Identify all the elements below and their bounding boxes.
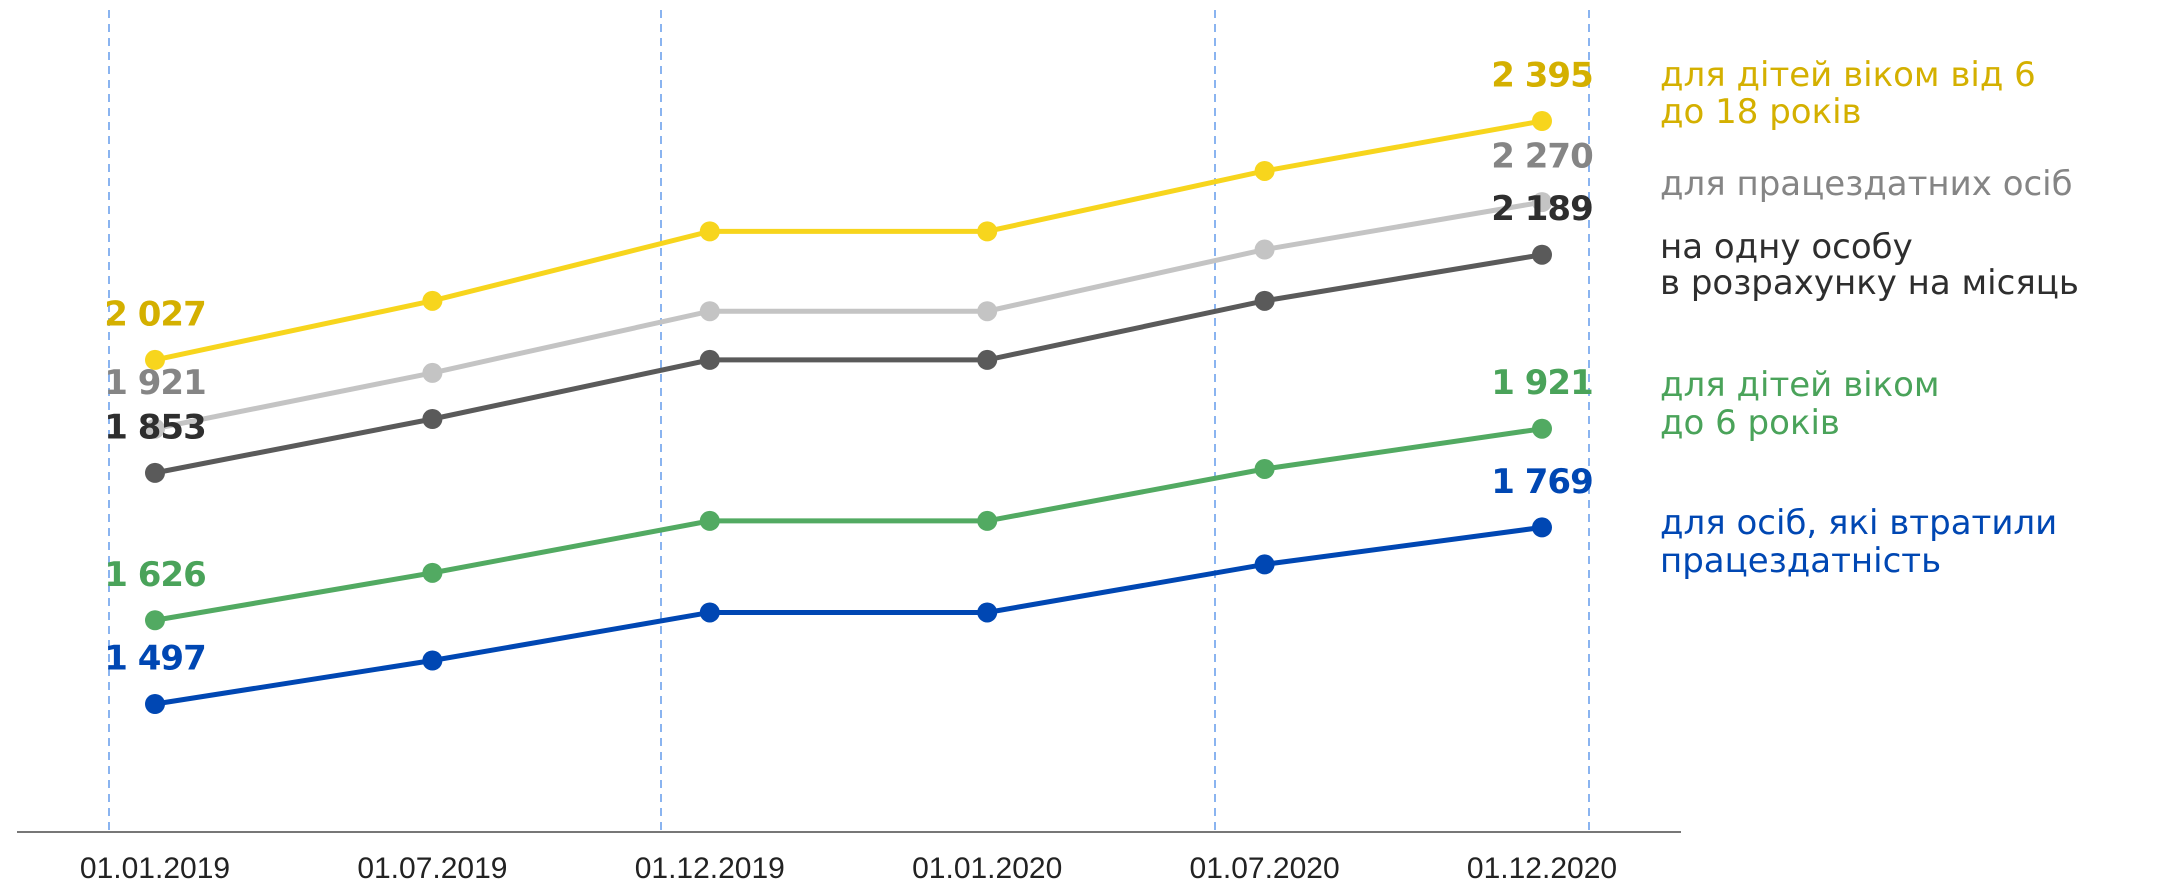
point xyxy=(1254,554,1275,575)
legend-entry: для дітей віком до 6 років xyxy=(1660,365,1940,443)
x-tick-label: 01.01.2019 xyxy=(80,852,230,885)
legend-line: в розрахунку на місяць xyxy=(1660,263,2079,303)
value-label: 2 027 xyxy=(104,294,205,334)
point xyxy=(1532,517,1552,538)
x-tick-label: 01.01.2020 xyxy=(912,852,1062,885)
value-label: 2 189 xyxy=(1491,189,1592,229)
legend-entry: для працездатних осіб xyxy=(1660,164,2073,204)
point xyxy=(422,408,443,429)
value-label: 1 853 xyxy=(104,407,205,447)
point xyxy=(1532,192,1552,213)
point xyxy=(699,301,720,322)
x-tick-label: 01.12.2019 xyxy=(635,852,785,885)
x-tick-label: 01.12.2020 xyxy=(1467,852,1617,885)
legend-line: на одну особу xyxy=(1660,227,1913,267)
series-line xyxy=(154,118,1543,363)
x-tick-label: 01.07.2019 xyxy=(357,852,507,885)
legend-line: працездатність xyxy=(1660,541,1941,581)
point xyxy=(977,221,998,242)
point xyxy=(422,362,443,383)
point xyxy=(1254,458,1275,479)
series-line xyxy=(154,199,1543,432)
point xyxy=(1254,290,1275,311)
point xyxy=(422,562,443,583)
legend-entry: для дітей віком від 6 до 18 років xyxy=(1660,55,2036,132)
point xyxy=(145,610,165,631)
point xyxy=(145,418,165,439)
x-tick-label: 01.07.2020 xyxy=(1190,852,1340,885)
value-label: 1 626 xyxy=(104,555,205,595)
legend-line: для дітей віком від 6 xyxy=(1660,55,2036,95)
point xyxy=(145,349,165,370)
point xyxy=(699,510,720,531)
point xyxy=(1532,418,1552,439)
point xyxy=(1254,239,1275,260)
value-label: 1 921 xyxy=(1491,363,1592,403)
value-label: 2 395 xyxy=(1491,56,1592,96)
point xyxy=(699,221,720,242)
point xyxy=(1532,244,1552,265)
point xyxy=(977,602,998,623)
legend-line: для осіб, які втратили xyxy=(1660,503,2057,543)
point xyxy=(422,290,443,311)
value-label: 1 921 xyxy=(104,363,205,403)
legend-line: до 6 років xyxy=(1660,403,1840,443)
point xyxy=(145,462,165,483)
point xyxy=(1254,160,1275,181)
value-label: 2 270 xyxy=(1491,137,1593,177)
point xyxy=(699,349,720,370)
value-label: 1 769 xyxy=(1491,462,1592,502)
point xyxy=(977,510,998,531)
point xyxy=(145,694,165,714)
legend-line: до 18 років xyxy=(1660,92,1862,132)
guides xyxy=(108,10,1590,832)
series-line xyxy=(154,252,1543,476)
legend-line: для дітей віком xyxy=(1660,365,1940,405)
series-line xyxy=(154,524,1543,707)
series-line xyxy=(154,426,1543,623)
legend-entry: для осіб, які втратили працездатність xyxy=(1660,503,2057,581)
point xyxy=(422,650,443,671)
legend-entry: на одну особу в розрахунку на місяць xyxy=(1660,227,2079,303)
point xyxy=(977,301,998,322)
point xyxy=(1532,111,1552,131)
point xyxy=(699,602,720,623)
legend-line: для працездатних осіб xyxy=(1660,164,2073,204)
point xyxy=(977,349,998,370)
value-label: 1 497 xyxy=(104,639,205,679)
